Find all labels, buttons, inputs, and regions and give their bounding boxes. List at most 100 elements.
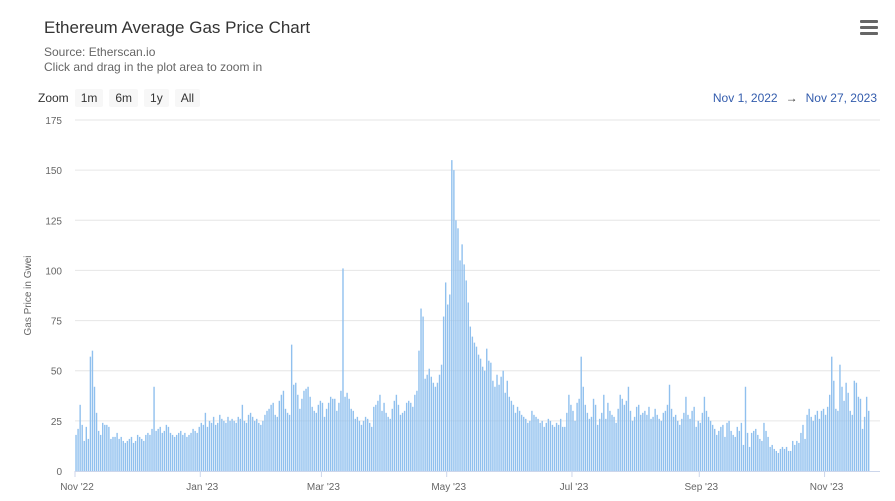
bar[interactable] xyxy=(570,404,572,471)
bar[interactable] xyxy=(576,402,578,471)
bar[interactable] xyxy=(169,432,172,471)
bar[interactable] xyxy=(755,428,757,471)
bar[interactable] xyxy=(116,432,118,471)
bar[interactable] xyxy=(97,430,100,471)
bar[interactable] xyxy=(422,316,424,471)
bar[interactable] xyxy=(99,434,102,471)
bar[interactable] xyxy=(118,438,120,471)
bar[interactable] xyxy=(627,386,630,471)
bar[interactable] xyxy=(401,412,404,471)
bar[interactable] xyxy=(375,404,377,471)
bar[interactable] xyxy=(368,422,371,471)
bar[interactable] xyxy=(703,396,706,471)
bar[interactable] xyxy=(399,414,402,471)
bar[interactable] xyxy=(650,418,652,471)
bar[interactable] xyxy=(342,268,344,471)
bar[interactable] xyxy=(672,416,675,471)
bar[interactable] xyxy=(833,380,835,471)
bar[interactable] xyxy=(777,452,780,471)
bar[interactable] xyxy=(736,426,738,471)
bar[interactable] xyxy=(592,398,595,471)
bar[interactable] xyxy=(806,414,808,471)
bar[interactable] xyxy=(295,382,297,471)
bar[interactable] xyxy=(89,356,92,471)
bar[interactable] xyxy=(701,412,704,471)
bar[interactable] xyxy=(235,422,237,471)
bar[interactable] xyxy=(851,414,853,471)
bar[interactable] xyxy=(693,406,695,471)
range-to-date[interactable]: Nov 27, 2023 xyxy=(805,91,877,105)
bar[interactable] xyxy=(440,364,443,471)
bar[interactable] xyxy=(750,432,753,471)
bar[interactable] xyxy=(114,436,116,471)
bar[interactable] xyxy=(557,424,560,471)
bar-series[interactable] xyxy=(75,160,870,472)
bar[interactable] xyxy=(420,308,422,471)
bar[interactable] xyxy=(178,432,180,471)
bar[interactable] xyxy=(196,432,198,471)
bar[interactable] xyxy=(136,434,139,471)
bar[interactable] xyxy=(282,390,285,471)
bar[interactable] xyxy=(362,420,365,471)
bar[interactable] xyxy=(364,416,367,471)
bar[interactable] xyxy=(613,416,615,471)
bar[interactable] xyxy=(666,404,669,471)
bar[interactable] xyxy=(594,404,597,471)
bar[interactable] xyxy=(268,408,270,471)
bar[interactable] xyxy=(668,384,671,471)
bar[interactable] xyxy=(338,402,340,471)
bar[interactable] xyxy=(802,424,804,471)
bar[interactable] xyxy=(512,404,515,471)
bar[interactable] xyxy=(414,394,416,471)
bar[interactable] xyxy=(299,408,301,471)
bar[interactable] xyxy=(128,438,131,471)
bar[interactable] xyxy=(471,336,474,471)
bar[interactable] xyxy=(264,414,266,471)
bar[interactable] xyxy=(108,426,110,471)
bar[interactable] xyxy=(428,368,430,471)
bar[interactable] xyxy=(753,430,755,471)
bar[interactable] xyxy=(284,408,287,471)
bar[interactable] xyxy=(545,422,547,471)
bar[interactable] xyxy=(243,420,246,471)
bar[interactable] xyxy=(709,420,712,471)
bar[interactable] xyxy=(564,426,566,471)
bar[interactable] xyxy=(327,402,330,471)
bar[interactable] xyxy=(112,436,114,471)
bar[interactable] xyxy=(329,396,332,471)
bar[interactable] xyxy=(816,410,819,471)
bar[interactable] xyxy=(789,450,792,471)
bar[interactable] xyxy=(319,400,322,471)
bar[interactable] xyxy=(588,418,591,471)
bar[interactable] xyxy=(397,404,400,471)
bar[interactable] xyxy=(769,446,771,471)
bar[interactable] xyxy=(200,422,202,471)
bar[interactable] xyxy=(615,422,617,471)
bar[interactable] xyxy=(276,416,278,471)
bar[interactable] xyxy=(640,414,642,471)
bar[interactable] xyxy=(87,438,90,471)
hamburger-menu-icon[interactable] xyxy=(860,20,878,36)
bar[interactable] xyxy=(757,434,759,471)
bar[interactable] xyxy=(155,430,157,471)
bar[interactable] xyxy=(656,414,658,471)
bar[interactable] xyxy=(354,418,357,471)
bar[interactable] xyxy=(539,422,541,471)
bar[interactable] xyxy=(249,412,252,471)
bar[interactable] xyxy=(566,412,568,471)
bar[interactable] xyxy=(494,386,496,471)
bar[interactable] xyxy=(568,394,570,471)
bar[interactable] xyxy=(732,434,734,471)
bar[interactable] xyxy=(664,410,667,471)
bar[interactable] xyxy=(853,380,856,471)
bar[interactable] xyxy=(451,160,453,472)
bar[interactable] xyxy=(839,364,841,471)
bar[interactable] xyxy=(385,412,387,471)
bar[interactable] xyxy=(83,440,85,471)
bar[interactable] xyxy=(761,440,763,471)
bar[interactable] xyxy=(416,390,418,471)
bar[interactable] xyxy=(598,418,601,471)
bar[interactable] xyxy=(93,386,96,471)
bar[interactable] xyxy=(808,408,810,471)
